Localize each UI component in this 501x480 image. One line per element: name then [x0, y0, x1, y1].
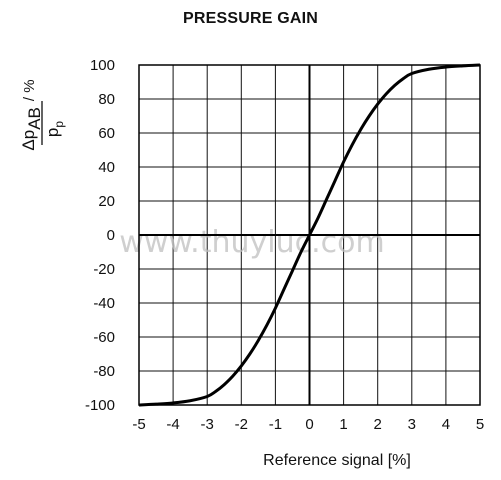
- svg-text:ΔpAB/ %: ΔpAB / %: [19, 79, 44, 150]
- x-tick-label: -2: [235, 416, 248, 433]
- y-tick-label: -20: [93, 261, 115, 278]
- y-label-unit: / %: [21, 79, 38, 101]
- x-tick-label: 1: [339, 416, 347, 433]
- x-tick-label: 3: [408, 416, 416, 433]
- x-tick-labels: -5 -4 -3 -2 -1 0 1 2 3 4 5: [132, 416, 484, 433]
- watermark: www.thuyluc.com: [119, 225, 384, 260]
- y-tick-label: -80: [93, 363, 115, 380]
- y-label-numerator-sub: AB: [25, 107, 44, 130]
- x-axis-label: Reference signal [%]: [263, 452, 411, 469]
- y-label-denominator-sub: p: [52, 121, 66, 128]
- x-tick-label: -3: [201, 416, 214, 433]
- y-label-numerator: Δp: [19, 130, 38, 151]
- y-tick-labels: 100 80 60 40 20 0 -20 -40 -60 -80 -100: [85, 57, 115, 414]
- x-tick-label: 4: [442, 416, 450, 433]
- chart-title: PRESSURE GAIN: [182, 10, 319, 27]
- y-label-denominator: p: [43, 128, 62, 137]
- plot-frame: [138, 64, 481, 406]
- y-tick-label: -40: [93, 295, 115, 312]
- y-tick-label: -100: [85, 397, 115, 414]
- watermark-text: www.thuyluc.com: [119, 225, 384, 260]
- y-tick-label: 40: [98, 159, 115, 176]
- svg-text:pp: pp: [43, 121, 66, 137]
- y-tick-label: 0: [107, 227, 115, 244]
- series: [138, 63, 481, 407]
- y-tick-label: 60: [98, 125, 115, 142]
- y-tick-label: 20: [98, 193, 115, 210]
- pressure-gain-curve: [138, 63, 481, 407]
- x-tick-label: -1: [269, 416, 282, 433]
- x-tick-label: 0: [305, 416, 313, 433]
- y-axis-label: ΔpAB / % pp: [19, 79, 66, 150]
- y-tick-label: -60: [93, 329, 115, 346]
- x-tick-label: 5: [476, 416, 484, 433]
- x-tick-label: -4: [166, 416, 179, 433]
- x-tick-label: -5: [132, 416, 145, 433]
- y-tick-label: 100: [90, 57, 115, 74]
- y-tick-label: 80: [98, 91, 115, 108]
- x-tick-label: 2: [374, 416, 382, 433]
